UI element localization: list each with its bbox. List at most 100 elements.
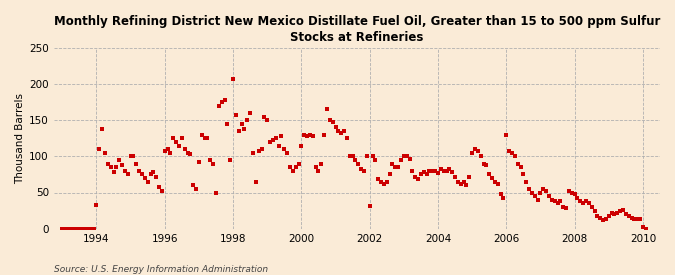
- Point: [461, 183, 472, 188]
- Point: [504, 148, 514, 153]
- Point: [387, 161, 398, 166]
- Point: [526, 190, 537, 195]
- Point: [225, 158, 236, 162]
- Point: [157, 189, 167, 193]
- Point: [350, 158, 361, 162]
- Point: [358, 169, 369, 173]
- Point: [265, 140, 275, 144]
- Point: [512, 161, 523, 166]
- Point: [219, 98, 230, 102]
- Point: [347, 154, 358, 159]
- Point: [319, 133, 329, 137]
- Point: [100, 150, 111, 155]
- Point: [273, 143, 284, 148]
- Point: [182, 150, 193, 155]
- Point: [304, 133, 315, 137]
- Point: [128, 154, 139, 159]
- Point: [626, 216, 637, 220]
- Point: [168, 136, 179, 141]
- Point: [637, 225, 648, 229]
- Point: [552, 201, 563, 205]
- Point: [507, 150, 518, 155]
- Point: [271, 136, 281, 141]
- Point: [108, 170, 119, 174]
- Point: [119, 169, 130, 173]
- Point: [532, 197, 543, 202]
- Y-axis label: Thousand Barrels: Thousand Barrels: [15, 93, 25, 184]
- Point: [151, 174, 161, 179]
- Point: [131, 161, 142, 166]
- Point: [606, 211, 617, 215]
- Point: [373, 177, 383, 182]
- Point: [390, 165, 401, 169]
- Point: [458, 180, 469, 184]
- Point: [629, 216, 640, 221]
- Point: [114, 158, 125, 162]
- Point: [353, 161, 364, 166]
- Point: [481, 163, 492, 167]
- Point: [398, 154, 409, 159]
- Point: [418, 170, 429, 174]
- Point: [427, 169, 437, 173]
- Point: [603, 213, 614, 218]
- Point: [592, 213, 603, 218]
- Point: [145, 172, 156, 177]
- Point: [470, 147, 481, 151]
- Point: [276, 134, 287, 138]
- Point: [438, 169, 449, 173]
- Point: [194, 160, 205, 164]
- Point: [404, 156, 415, 161]
- Point: [248, 150, 259, 155]
- Point: [572, 196, 583, 200]
- Point: [569, 192, 580, 196]
- Point: [259, 114, 270, 119]
- Point: [140, 176, 151, 180]
- Point: [71, 226, 82, 231]
- Point: [191, 187, 202, 191]
- Point: [595, 216, 605, 220]
- Point: [424, 169, 435, 173]
- Point: [302, 134, 313, 138]
- Point: [171, 140, 182, 144]
- Point: [412, 177, 423, 182]
- Point: [208, 161, 219, 166]
- Point: [641, 226, 651, 231]
- Point: [410, 174, 421, 179]
- Point: [578, 201, 589, 205]
- Point: [231, 113, 242, 117]
- Point: [245, 111, 256, 115]
- Point: [484, 172, 495, 177]
- Point: [316, 161, 327, 166]
- Point: [173, 143, 184, 148]
- Point: [381, 180, 392, 184]
- Point: [430, 169, 441, 173]
- Point: [344, 154, 355, 159]
- Point: [299, 133, 310, 137]
- Point: [88, 226, 99, 231]
- Point: [466, 150, 477, 155]
- Point: [222, 122, 233, 126]
- Point: [105, 165, 116, 169]
- Point: [162, 147, 173, 151]
- Point: [541, 189, 551, 193]
- Point: [564, 189, 574, 193]
- Point: [566, 190, 577, 195]
- Point: [558, 205, 568, 209]
- Point: [91, 203, 102, 207]
- Point: [538, 187, 549, 191]
- Point: [587, 205, 597, 209]
- Point: [632, 216, 643, 221]
- Point: [547, 197, 558, 202]
- Point: [313, 169, 324, 173]
- Point: [321, 107, 332, 112]
- Point: [472, 148, 483, 153]
- Point: [216, 100, 227, 104]
- Point: [510, 154, 520, 159]
- Point: [165, 150, 176, 155]
- Point: [293, 161, 304, 166]
- Point: [242, 118, 252, 122]
- Point: [281, 150, 292, 155]
- Point: [396, 158, 406, 162]
- Point: [236, 122, 247, 126]
- Point: [111, 165, 122, 169]
